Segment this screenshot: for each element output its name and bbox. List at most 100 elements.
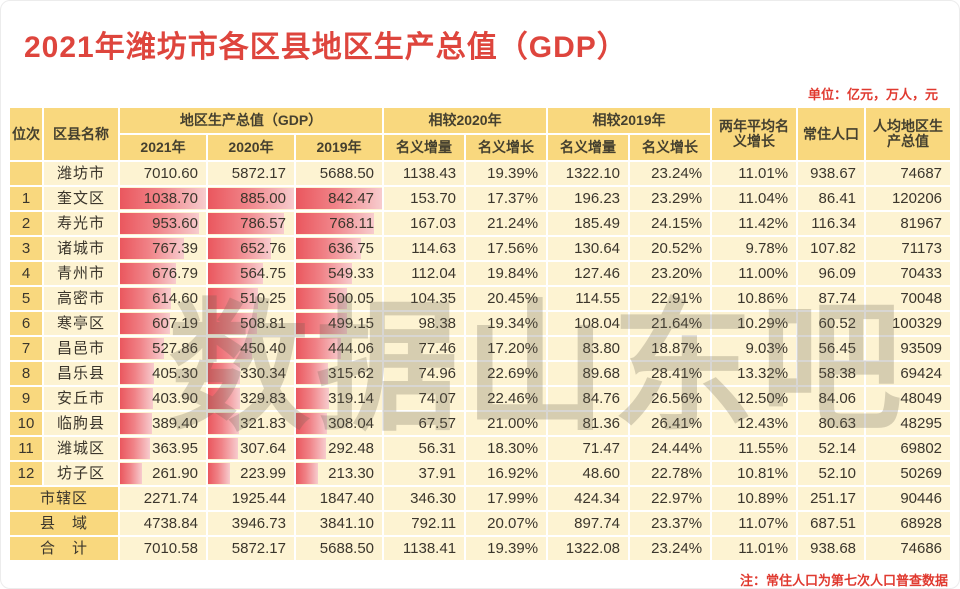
cell-name: 昌邑市 [44,337,118,360]
cell-gdp-2019: 549.33 [296,262,383,285]
cell-gdp-2021: 2271.74 [120,487,206,510]
cell-avg-growth: 11.01% [712,162,797,185]
cell-growth-2019: 23.24% [630,162,711,185]
gdp-table: 位次 区县名称 地区生产总值（GDP） 相较2020年 相较2019年 两年平均… [8,106,952,562]
cell-inc-2020: 167.03 [384,212,465,235]
cell-gdp-2020: 510.25 [208,287,294,310]
cell-growth-2020: 20.07% [466,512,547,535]
cell-rank: 2 [10,212,42,235]
cell-gdp-2021: 389.40 [120,412,206,435]
table-row: 潍坊市 7010.60 5872.17 5688.50 1138.43 19.39% 132… [10,162,951,185]
cell-gdp-2020: 508.81 [208,312,294,335]
cell-inc-2019: 185.49 [548,212,629,235]
cell-rank: 11 [10,437,42,460]
cell-inc-2020: 98.38 [384,312,465,335]
cell-growth-2019: 23.24% [630,537,711,560]
cell-gdp-2019: 308.04 [296,412,383,435]
gdp-bar [208,213,285,234]
cell-population: 687.51 [798,512,865,535]
cell-population: 52.14 [798,437,865,460]
table-row: 合 计 7010.58 5872.17 5688.50 1138.41 19.39% 132… [10,537,951,560]
table-row: 11 潍城区 363.95 307.64 292.48 56.31 18.30% 71.47 2… [10,437,951,460]
cell-per-capita: 48295 [866,412,951,435]
cell-growth-2020: 17.56% [466,237,547,260]
gdp-bar [120,413,153,434]
cell-gdp-2021: 527.86 [120,337,206,360]
header-year-2019: 2019年 [296,135,383,160]
table-row: 1 奎文区 1038.70 885.00 842.47 153.70 17.37% 196.2… [10,187,951,210]
table-row: 县 域 4738.84 3946.73 3841.10 792.11 20.07% 897.… [10,512,951,535]
cell-avg-growth: 11.01% [712,537,797,560]
cell-population: 938.68 [798,537,865,560]
gdp-bar [296,338,342,359]
cell-gdp-2020: 329.83 [208,387,294,410]
cell-avg-growth: 12.50% [712,387,797,410]
footnote: 注：常住人口为第七次人口普查数据 [739,573,948,588]
cell-population: 86.41 [798,187,865,210]
cell-per-capita: 69424 [866,362,951,385]
cell-avg-growth: 11.00% [712,262,797,285]
cell-gdp-2019: 500.05 [296,287,383,310]
cell-population: 56.45 [798,337,865,360]
cell-gdp-2020: 223.99 [208,462,294,485]
gdp-bar [296,413,328,434]
cell-rank [10,162,42,185]
cell-inc-2020: 37.91 [384,462,465,485]
cell-rank: 9 [10,387,42,410]
cell-growth-2020: 17.37% [466,187,547,210]
cell-growth-2019: 22.97% [630,487,711,510]
cell-per-capita: 74686 [866,537,951,560]
cell-gdp-2019: 292.48 [296,437,383,460]
gdp-bar [208,238,272,259]
cell-avg-growth: 13.32% [712,362,797,385]
cell-rank: 7 [10,337,42,360]
header-vs2020-group: 相较2020年 [384,108,547,133]
cell-growth-2020: 22.46% [466,387,547,410]
cell-name: 诸城市 [44,237,118,260]
gdp-bar [296,463,318,484]
cell-gdp-2019: 499.15 [296,312,383,335]
header-increment-2020: 名义增量 [384,135,465,160]
gdp-bar [120,363,154,384]
cell-rank: 5 [10,287,42,310]
cell-growth-2019: 22.91% [630,287,711,310]
cell-per-capita: 81967 [866,212,951,235]
cell-population: 80.63 [798,412,865,435]
table-row: 8 昌乐县 405.30 330.34 315.62 74.96 22.69% 89.68 28… [10,362,951,385]
gdp-bar [296,288,348,309]
cell-inc-2019: 424.34 [548,487,629,510]
gdp-bar [120,238,184,259]
cell-growth-2019: 23.37% [630,512,711,535]
cell-inc-2020: 1138.43 [384,162,465,185]
cell-inc-2020: 74.96 [384,362,465,385]
cell-inc-2019: 84.76 [548,387,629,410]
cell-gdp-2020: 652.76 [208,237,294,260]
cell-population: 938.67 [798,162,865,185]
gdp-bar [120,438,151,459]
cell-name: 寿光市 [44,212,118,235]
cell-name: 高密市 [44,287,118,310]
cell-growth-2019: 26.56% [630,387,711,410]
cell-gdp-2020: 3946.73 [208,512,294,535]
cell-growth-2019: 28.41% [630,362,711,385]
cell-inc-2019: 89.68 [548,362,629,385]
cell-gdp-2019: 5688.50 [296,537,383,560]
header-two-year-avg: 两年平均名义增长 [712,108,797,160]
gdp-bar [120,188,206,209]
cell-growth-2019: 23.20% [630,262,711,285]
cell-population: 87.74 [798,287,865,310]
gdp-bar [120,263,177,284]
cell-name: 青州市 [44,262,118,285]
gdp-bar [208,338,252,359]
cell-name: 寒亭区 [44,312,118,335]
cell-gdp-2019: 842.47 [296,187,383,210]
table-row: 7 昌邑市 527.86 450.40 444.06 77.46 17.20% 83.80 18… [10,337,951,360]
cell-inc-2020: 114.63 [384,237,465,260]
gdp-bar [296,213,375,234]
cell-growth-2019: 24.15% [630,212,711,235]
cell-growth-2020: 22.69% [466,362,547,385]
cell-gdp-2020: 5872.17 [208,162,294,185]
gdp-bar [208,463,230,484]
cell-inc-2019: 130.64 [548,237,629,260]
cell-inc-2020: 1138.41 [384,537,465,560]
